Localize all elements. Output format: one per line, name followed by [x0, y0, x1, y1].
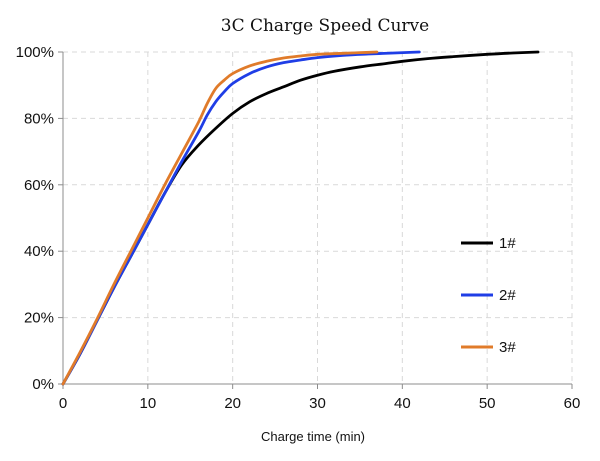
- legend: 1# 2# 3#: [461, 235, 516, 356]
- grid: [63, 51, 573, 384]
- y-tick-label: 0%: [32, 376, 54, 393]
- x-tick-label: 60: [564, 395, 581, 412]
- legend-label-2: 2#: [499, 287, 516, 304]
- x-tick-label: 40: [394, 395, 411, 412]
- legend-label-3: 3#: [499, 339, 516, 356]
- x-tick-label: 10: [139, 395, 156, 412]
- axes: [58, 51, 573, 389]
- x-axis-label: Charge time (min): [261, 429, 365, 444]
- series-lines: [61, 50, 540, 386]
- y-tick-label: 100%: [16, 44, 54, 61]
- y-tick-label: 80%: [24, 110, 54, 127]
- x-tick-label: 0: [59, 395, 67, 412]
- series-line-3: [61, 50, 379, 386]
- y-tick-label: 40%: [24, 243, 54, 260]
- chart-title: 3C Charge Speed Curve: [221, 16, 429, 36]
- legend-label-1: 1#: [499, 235, 516, 252]
- y-tick-label: 60%: [24, 177, 54, 194]
- tick-labels: 0 10 20 30 40 50 60 0% 20% 40% 60% 80% 100%: [16, 44, 581, 412]
- series-line-1: [61, 50, 540, 386]
- x-tick-label: 30: [309, 395, 326, 412]
- series-line-2: [61, 50, 421, 386]
- x-tick-label: 50: [479, 395, 496, 412]
- x-tick-label: 20: [224, 395, 241, 412]
- y-tick-label: 20%: [24, 310, 54, 327]
